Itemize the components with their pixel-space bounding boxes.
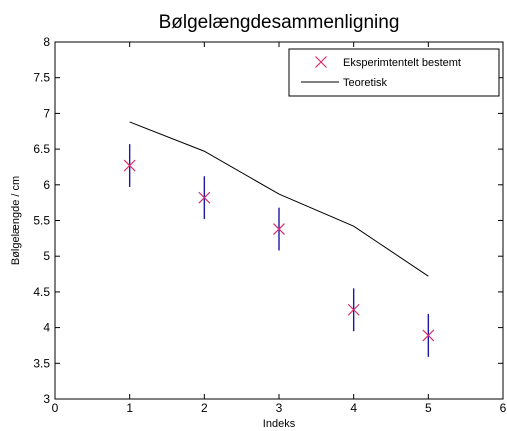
marker-x-stroke [422, 329, 435, 342]
legend-label-experimental: Eksperimtentelt bestemt [343, 57, 461, 69]
y-tick-label: 3.5 [33, 356, 50, 370]
data-point-marker [422, 329, 435, 342]
x-tick-label: 0 [52, 401, 59, 415]
y-tick-label: 6.5 [33, 142, 50, 156]
chart-title: Bølgelængdesammenligning [159, 12, 400, 33]
marker-x-stroke [347, 303, 360, 316]
data-point-marker [273, 223, 285, 235]
x-tick-label: 5 [425, 401, 432, 415]
marker-x-stroke [273, 223, 285, 235]
x-tick-label: 3 [276, 401, 283, 415]
y-tick-label: 8 [43, 35, 50, 49]
marker-x-stroke [123, 159, 136, 172]
y-tick-label: 6 [43, 178, 50, 192]
y-tick-label: 7.5 [33, 71, 50, 85]
series-line-teoretisk [129, 121, 429, 277]
data-point-marker [198, 191, 211, 204]
y-tick-label: 4 [43, 321, 50, 335]
legend: Eksperimtentelt bestemt Teoretisk [288, 48, 500, 97]
x-tick-label: 1 [126, 401, 133, 415]
data-layer [123, 121, 435, 357]
legend-marker-x [315, 56, 327, 68]
legend-box [288, 48, 500, 97]
y-tick-label: 4.5 [33, 285, 50, 299]
y-tick-label: 5 [43, 249, 50, 263]
x-axis-label: Indeks [263, 418, 296, 430]
data-point-marker [347, 303, 360, 316]
data-point-marker [123, 159, 136, 172]
y-axis-label: Bølgelængde / cm [10, 176, 22, 265]
marker-x-stroke [315, 56, 327, 68]
axes: 0 1 2 3 4 5 6 3 3.5 4 4.5 5 5.5 6 6.5 7 7.5 8 [33, 35, 506, 415]
y-tick-label: 7 [43, 106, 50, 120]
labels: Bølgelængdesammenligning Indeks Bølgelængd… [10, 12, 399, 430]
marker-x-stroke [198, 191, 211, 204]
legend-label-theoretical: Teoretisk [343, 77, 388, 89]
x-tick-label: 6 [500, 401, 507, 415]
x-tick-label: 4 [350, 401, 357, 415]
y-tick-label: 5.5 [33, 214, 50, 228]
x-tick-label: 2 [201, 401, 208, 415]
y-tick-label: 3 [43, 392, 50, 406]
